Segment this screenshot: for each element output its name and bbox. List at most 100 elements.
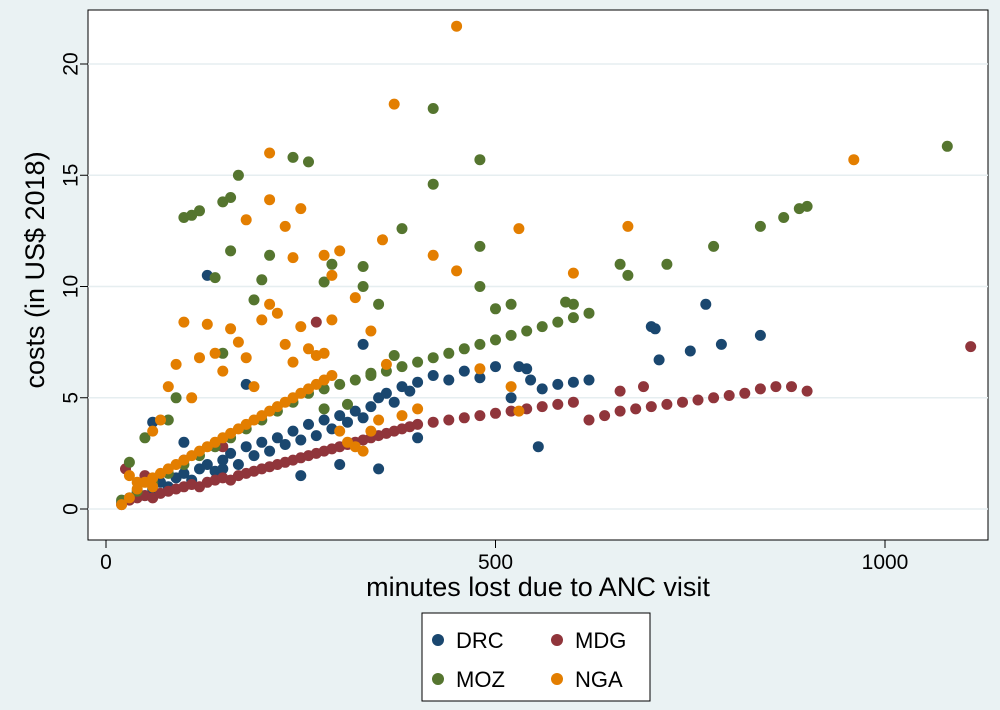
point-nga	[209, 347, 221, 359]
point-nga	[279, 220, 291, 232]
x-axis: 0 500 1000	[100, 540, 908, 574]
point-nga	[318, 347, 330, 359]
point-moz	[256, 274, 268, 286]
point-drc	[715, 338, 727, 350]
point-moz	[614, 258, 626, 270]
point-nga	[451, 20, 463, 32]
point-nga	[567, 267, 579, 279]
point-nga	[264, 298, 276, 310]
point-mdg	[536, 401, 548, 413]
y-tick-label: 15	[60, 164, 83, 187]
point-nga	[357, 445, 369, 457]
point-moz	[318, 403, 330, 415]
point-drc	[225, 447, 237, 459]
point-drc	[256, 436, 268, 448]
point-nga	[451, 265, 463, 277]
point-moz	[622, 269, 634, 281]
y-tick-label: 10	[60, 275, 83, 298]
point-mdg	[638, 381, 649, 393]
point-nga	[287, 252, 299, 264]
point-moz	[396, 223, 408, 235]
point-nga	[240, 214, 252, 226]
point-moz	[474, 240, 486, 252]
legend-marker-drc	[432, 634, 444, 646]
point-moz	[139, 432, 151, 444]
point-drc	[404, 385, 416, 397]
legend-box	[421, 612, 651, 702]
point-nga	[373, 414, 385, 426]
point-moz	[357, 261, 369, 272]
point-drc	[412, 432, 424, 444]
legend-marker-mdg	[551, 634, 563, 646]
point-mdg	[599, 410, 611, 422]
point-mdg	[645, 401, 657, 413]
point-nga	[622, 220, 634, 232]
legend-marker-nga	[551, 673, 563, 685]
series-nga	[116, 20, 860, 511]
point-mdg	[443, 414, 455, 426]
point-mdg	[490, 407, 501, 419]
point-nga	[186, 392, 198, 404]
x-tick-label: 500	[478, 551, 513, 574]
point-moz	[708, 240, 720, 252]
point-mdg	[630, 403, 642, 415]
point-nga	[123, 470, 135, 482]
point-drc	[567, 376, 579, 388]
point-nga	[178, 316, 190, 328]
point-mdg	[677, 396, 688, 408]
point-drc	[201, 459, 213, 470]
point-moz	[474, 338, 486, 350]
point-nga	[396, 410, 408, 422]
point-mdg	[474, 410, 486, 422]
point-nga	[318, 249, 330, 261]
point-nga	[264, 194, 276, 206]
data-points	[116, 20, 977, 511]
point-moz	[427, 178, 439, 190]
point-moz	[264, 249, 276, 261]
point-drc	[217, 454, 229, 466]
point-nga	[131, 476, 143, 488]
point-nga	[116, 499, 128, 511]
point-nga	[256, 314, 268, 326]
point-nga	[349, 292, 361, 304]
point-mdg	[567, 396, 579, 408]
point-nga	[380, 358, 392, 370]
point-nga	[326, 314, 338, 326]
point-moz	[388, 350, 400, 361]
point-drc	[232, 459, 244, 470]
point-mdg	[723, 390, 735, 401]
point-nga	[155, 414, 166, 426]
legend-label-drc: DRC	[456, 628, 504, 653]
point-moz	[490, 334, 501, 346]
point-nga	[248, 381, 260, 393]
point-drc	[490, 361, 501, 373]
point-moz	[373, 298, 385, 310]
point-nga	[147, 481, 159, 493]
point-nga	[194, 352, 205, 364]
point-mdg	[552, 398, 564, 410]
point-mdg	[458, 412, 470, 424]
point-drc	[513, 361, 525, 373]
point-nga	[326, 370, 338, 381]
legend-marker-moz	[432, 673, 444, 685]
point-nga	[287, 356, 299, 368]
point-drc	[349, 405, 361, 417]
point-nga	[513, 405, 525, 417]
point-nga	[513, 223, 525, 235]
y-tick-label: 0	[60, 503, 83, 515]
point-nga	[225, 323, 237, 335]
point-moz	[661, 258, 673, 270]
point-nga	[388, 98, 400, 110]
point-drc	[458, 365, 470, 377]
point-nga	[334, 425, 346, 437]
point-drc	[700, 298, 712, 310]
point-moz	[474, 154, 486, 166]
point-drc	[217, 463, 229, 475]
point-moz	[209, 272, 221, 284]
y-axis: 0 5 10 15 20	[60, 52, 88, 515]
y-tick-label: 20	[60, 52, 83, 75]
point-nga	[334, 245, 346, 257]
point-drc	[178, 436, 190, 448]
point-moz	[334, 378, 346, 390]
point-moz	[458, 343, 470, 355]
